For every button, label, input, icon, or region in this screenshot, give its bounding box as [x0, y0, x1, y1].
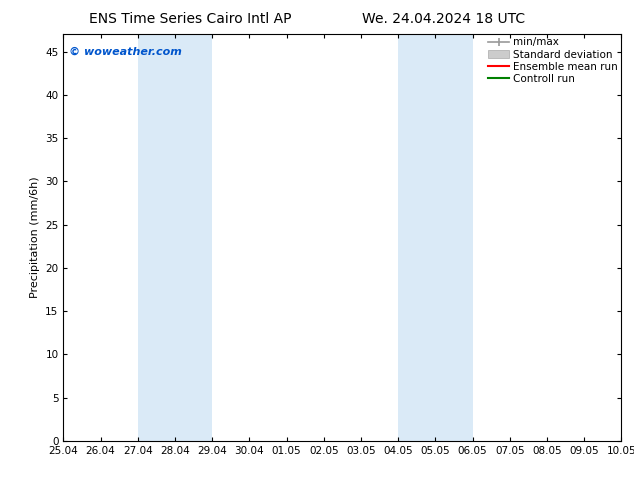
Bar — [398, 34, 472, 441]
Text: ENS Time Series Cairo Intl AP: ENS Time Series Cairo Intl AP — [89, 12, 292, 26]
Legend: min/max, Standard deviation, Ensemble mean run, Controll run: min/max, Standard deviation, Ensemble me… — [488, 37, 618, 84]
Text: © woweather.com: © woweather.com — [69, 47, 182, 56]
Y-axis label: Precipitation (mm/6h): Precipitation (mm/6h) — [30, 177, 40, 298]
Text: We. 24.04.2024 18 UTC: We. 24.04.2024 18 UTC — [362, 12, 526, 26]
Bar — [138, 34, 212, 441]
